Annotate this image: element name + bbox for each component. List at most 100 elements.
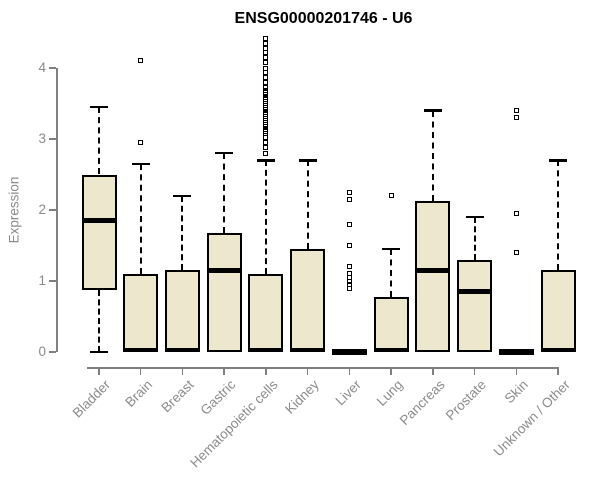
x-axis-tick	[306, 368, 309, 375]
median-line	[81, 218, 117, 223]
upper-whisker-cap	[298, 159, 317, 162]
upper-whisker	[223, 153, 226, 233]
upper-whisker-cap	[382, 247, 401, 251]
x-tick-label-pancreas: Pancreas	[396, 377, 448, 428]
y-axis-line	[56, 68, 58, 352]
upper-whisker-cap	[131, 162, 150, 166]
outlier-point	[513, 115, 519, 121]
outlier-point	[138, 58, 144, 64]
upper-whisker	[473, 217, 476, 260]
box-brain	[123, 273, 159, 352]
upper-whisker	[98, 107, 100, 175]
x-axis-tick	[181, 368, 184, 375]
outlier-point	[263, 59, 269, 65]
box-prostate	[457, 259, 493, 352]
median-line	[206, 268, 242, 273]
outlier-point	[263, 135, 269, 141]
outlier-point	[346, 221, 352, 227]
box-kidney	[290, 249, 326, 352]
upper-whisker	[139, 163, 142, 274]
box-lung	[373, 296, 409, 352]
y-tick-label: 4	[38, 60, 46, 75]
outlier-point	[263, 75, 269, 81]
outlier-point	[263, 140, 269, 146]
x-tick-label-breast: Breast	[158, 377, 198, 416]
x-tick-label-brain: Brain	[122, 377, 156, 410]
outlier-point	[513, 211, 519, 217]
outlier-point	[263, 70, 269, 76]
median-line	[373, 347, 409, 353]
outlier-point	[263, 40, 269, 46]
median-line	[457, 289, 493, 294]
upper-whisker	[431, 110, 434, 201]
upper-whisker-cap	[215, 151, 234, 155]
median-line	[415, 268, 451, 273]
upper-whisker-cap	[423, 109, 442, 112]
x-axis-tick	[223, 368, 225, 375]
y-tick-label: 2	[38, 202, 46, 217]
x-tick-label-skin: Skin	[501, 377, 531, 407]
median-line	[164, 347, 200, 353]
upper-whisker-cap	[173, 194, 192, 198]
outlier-point	[346, 196, 352, 202]
box-hematopoietic-cells	[248, 273, 284, 352]
x-axis-tick	[98, 368, 100, 375]
x-tick-label-liver: Liver	[332, 377, 364, 409]
median-line	[123, 347, 159, 353]
y-axis-tick	[49, 209, 56, 211]
upper-whisker	[390, 249, 393, 297]
outlier-point	[346, 264, 352, 270]
outlier-point	[513, 108, 519, 114]
x-axis-tick	[265, 368, 267, 375]
upper-whisker-cap	[549, 159, 567, 162]
x-axis-tick	[515, 368, 518, 375]
median-line	[248, 347, 284, 353]
x-tick-label-gastric: Gastric	[197, 377, 239, 418]
y-axis-tick	[49, 280, 56, 282]
box-gastric	[206, 232, 242, 352]
y-axis-tick	[49, 138, 56, 140]
lower-whisker-cap	[90, 350, 108, 354]
outlier-point	[263, 45, 269, 51]
y-tick-label: 0	[38, 344, 46, 359]
x-tick-label-prostate: Prostate	[442, 377, 490, 424]
outlier-point	[263, 88, 269, 94]
x-axis-tick	[432, 368, 434, 375]
outlier-point	[138, 140, 144, 146]
x-tick-label-unknown-other: Unknown / Other	[490, 377, 573, 460]
y-axis-tick	[49, 67, 56, 69]
outlier-point	[263, 150, 269, 156]
x-axis-line	[87, 367, 559, 369]
x-tick-label-bladder: Bladder	[70, 377, 114, 421]
upper-whisker	[557, 160, 559, 271]
outlier-point	[263, 85, 269, 91]
outlier-point	[263, 145, 269, 151]
outlier-point	[346, 243, 352, 248]
outlier-point	[388, 193, 394, 199]
x-axis-tick	[557, 368, 559, 375]
x-axis-tick	[473, 368, 476, 375]
upper-whisker	[181, 195, 184, 271]
outlier-point	[263, 54, 269, 60]
y-tick-label: 3	[38, 131, 46, 146]
upper-whisker-cap	[256, 159, 275, 162]
box-unknown-other	[540, 270, 576, 352]
x-tick-label-kidney: Kidney	[282, 377, 323, 417]
median-line	[498, 349, 534, 355]
box-pancreas	[415, 200, 451, 352]
median-line	[540, 347, 576, 353]
upper-whisker	[306, 160, 309, 250]
y-axis-tick	[49, 351, 56, 353]
x-axis-tick	[390, 368, 392, 375]
y-tick-label: 1	[38, 273, 46, 288]
box-breast	[164, 270, 200, 352]
median-line	[331, 349, 367, 355]
upper-whisker-cap	[90, 105, 108, 109]
outlier-point	[263, 49, 269, 55]
x-axis-tick	[348, 368, 351, 375]
upper-whisker	[264, 160, 267, 274]
outlier-point	[263, 80, 269, 86]
median-line	[290, 347, 326, 353]
outlier-point	[346, 271, 352, 277]
